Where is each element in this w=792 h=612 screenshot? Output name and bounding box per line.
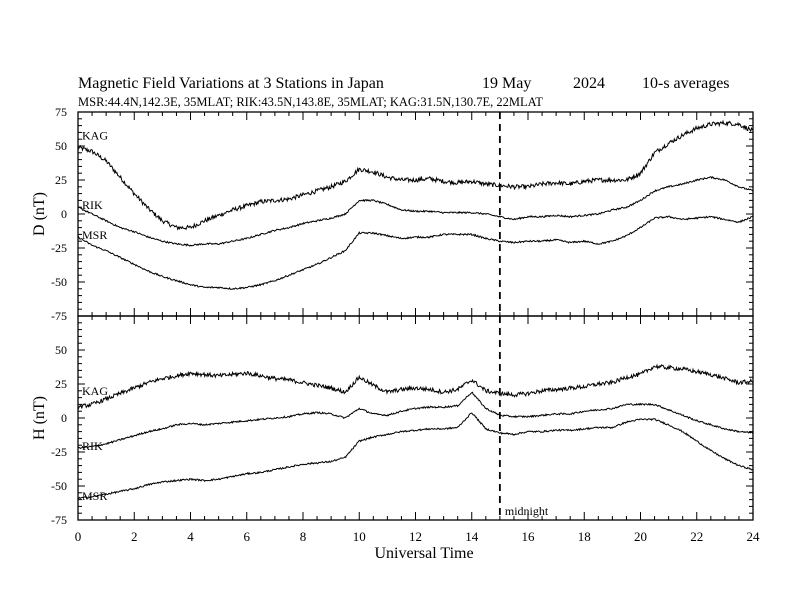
series-line-rik [77, 176, 754, 247]
series-line-msr [77, 412, 754, 500]
bottom-panel-series: KAG RIK MSR [77, 363, 754, 503]
x-tick-label: 4 [187, 529, 194, 544]
x-tick-label: 18 [578, 529, 591, 544]
chart-year: 2024 [573, 75, 605, 92]
y-tick-label: -25 [51, 445, 67, 459]
series-label-rik: RIK [82, 439, 103, 453]
series-line-kag [77, 119, 754, 231]
y-tick-label: -75 [51, 513, 67, 527]
y-tick-label: 25 [55, 377, 67, 391]
stations-line: MSR:44.4N,142.3E, 35MLAT; RIK:43.5N,143.… [78, 95, 543, 109]
y-tick-label: 50 [55, 343, 67, 357]
top-panel-ticks: -75 -50 -25 0 25 50 75 [51, 105, 754, 323]
x-axis-label: Universal Time [374, 545, 473, 562]
y-tick-label: -50 [51, 275, 67, 289]
x-tick-label: 0 [75, 529, 82, 544]
y-tick-label: 0 [61, 207, 67, 221]
series-label-msr: MSR [82, 228, 107, 242]
x-tick-label: 20 [634, 529, 647, 544]
x-tick-label: 6 [244, 529, 251, 544]
y-tick-label: 50 [55, 139, 67, 153]
series-line-rik [77, 391, 754, 450]
x-tick-label: 16 [522, 529, 536, 544]
x-tick-label: 10 [353, 529, 366, 544]
x-tick-label: 8 [300, 529, 307, 544]
x-tick-label: 22 [690, 529, 703, 544]
chart-averaging: 10-s averages [642, 75, 730, 92]
y-tick-label: 25 [55, 173, 67, 187]
y-tick-label: -75 [51, 309, 67, 323]
top-panel-series: KAG RIK MSR [77, 119, 754, 291]
series-label-msr: MSR [82, 489, 107, 503]
y-tick-label: 75 [55, 105, 67, 119]
y-tick-label: -50 [51, 479, 67, 493]
y-tick-label: 0 [61, 411, 67, 425]
series-line-kag [77, 363, 754, 410]
series-label-kag: KAG [82, 128, 108, 142]
midnight-label: midnight [505, 504, 549, 518]
top-panel-frame [77, 111, 754, 317]
chart-date: 19 May [482, 75, 531, 92]
series-line-msr [77, 215, 754, 291]
x-tick-label: 2 [131, 529, 138, 544]
top-panel-ylabel: D (nT) [31, 192, 48, 236]
x-tick-label: 24 [747, 529, 761, 544]
x-tick-label: 12 [409, 529, 422, 544]
bottom-panel-ylabel: H (nT) [31, 396, 48, 440]
x-tick-label: 14 [465, 529, 479, 544]
bottom-panel-frame [77, 315, 754, 521]
y-tick-label: -25 [51, 241, 67, 255]
series-label-kag: KAG [82, 384, 108, 398]
chart-annotations: midnight [498, 112, 549, 520]
chart-title: Magnetic Field Variations at 3 Stations … [78, 75, 384, 92]
series-label-rik: RIK [82, 198, 103, 212]
